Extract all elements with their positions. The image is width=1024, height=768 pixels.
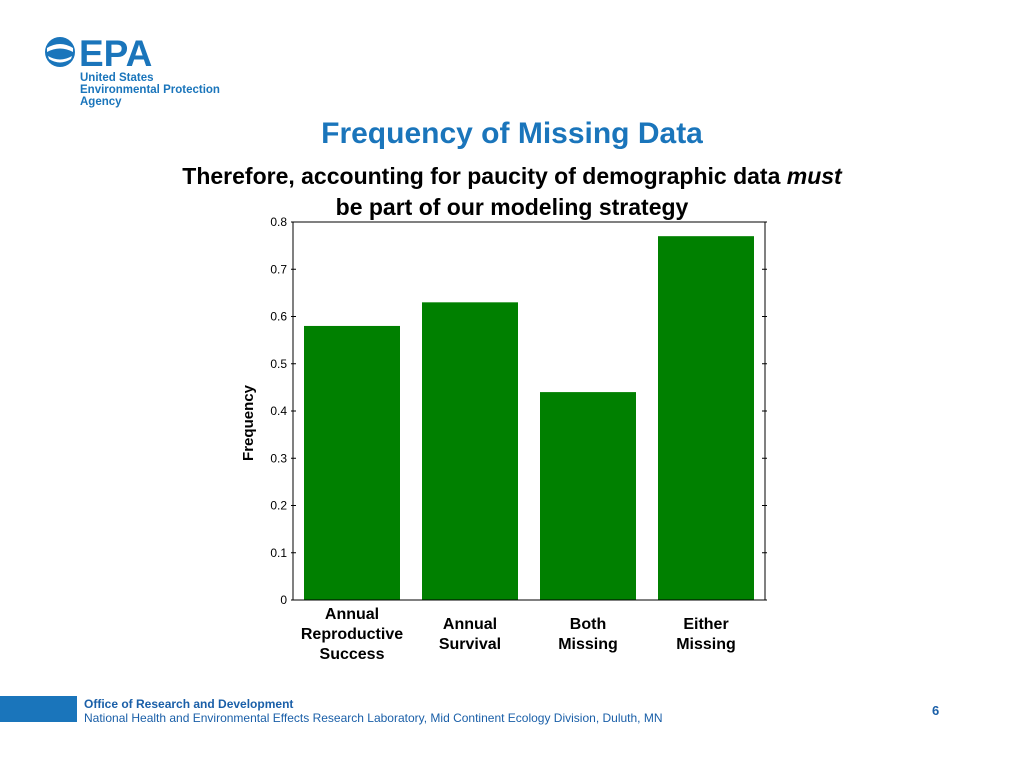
bars-group xyxy=(304,236,754,601)
page-number: 6 xyxy=(932,703,940,718)
y-tick-label-0: 0 xyxy=(280,593,287,607)
y-tick-label-5: 0.5 xyxy=(270,357,287,371)
ticks-group: 0 0.1 0.2 0.3 0.4 0.5 0.6 0.7 0.8 xyxy=(270,215,767,607)
category-label-1: Annual Survival xyxy=(410,615,530,655)
bar-0 xyxy=(304,325,400,600)
category-label-3-line-1: Missing xyxy=(676,636,736,653)
agency-name-line2: Environmental Protection xyxy=(80,84,220,96)
category-label-3: Either Missing xyxy=(646,615,766,655)
category-label-0-line-1: Reproductive xyxy=(300,626,404,643)
agency-name-line1: United States xyxy=(80,72,154,84)
footer-text: Office of Research and Development Natio… xyxy=(84,697,663,725)
slide-title: Frequency of Missing Data xyxy=(321,117,703,150)
bar-3 xyxy=(658,236,754,601)
y-tick-label-6: 0.6 xyxy=(270,310,287,324)
footer-lab: National Health and Environmental Effect… xyxy=(84,711,663,725)
subtitle-emphasis: must xyxy=(786,163,842,189)
subtitle-part1: Therefore, accounting for paucity of dem… xyxy=(182,163,787,189)
y-tick-label-8: 0.8 xyxy=(270,215,287,229)
y-tick-label-2: 0.2 xyxy=(270,499,287,513)
epa-wordmark: EPA xyxy=(79,36,152,72)
footer-bar xyxy=(0,696,77,722)
y-tick-label-7: 0.7 xyxy=(270,262,287,276)
footer-office: Office of Research and Development xyxy=(84,697,294,711)
y-tick-label-3: 0.3 xyxy=(270,451,287,465)
bar-1 xyxy=(422,302,518,600)
category-label-3-line-0: Either xyxy=(683,616,729,633)
category-label-2: Both Missing xyxy=(528,615,648,655)
slide-subtitle: Therefore, accounting for paucity of dem… xyxy=(120,161,904,223)
category-label-0-line-0: Annual xyxy=(324,606,380,623)
category-label-0: Annual Reproductive Success xyxy=(292,605,412,665)
epa-globe-icon: EPA xyxy=(45,36,152,72)
category-label-2-line-1: Missing xyxy=(558,636,618,653)
agency-name-line3: Agency xyxy=(80,96,122,108)
bar-chart: 0 0.1 0.2 0.3 0.4 0.5 0.6 0.7 0.8 Frequency xyxy=(240,215,767,607)
subtitle-part2: be part of our modeling strategy xyxy=(335,194,689,220)
category-label-2-line-0: Both xyxy=(569,616,607,633)
category-label-1-line-0: Annual xyxy=(442,616,498,633)
agency-name: United States Environmental Protection A… xyxy=(80,72,220,108)
category-label-0-line-2: Success xyxy=(319,646,385,663)
bar-2 xyxy=(540,392,636,600)
y-tick-label-4: 0.4 xyxy=(270,404,287,418)
y-axis-label: Frequency xyxy=(240,384,257,461)
y-tick-label-1: 0.1 xyxy=(270,546,287,560)
epa-logo: EPA United States Environmental Protecti… xyxy=(44,36,244,116)
category-label-1-line-1: Survival xyxy=(438,636,502,653)
